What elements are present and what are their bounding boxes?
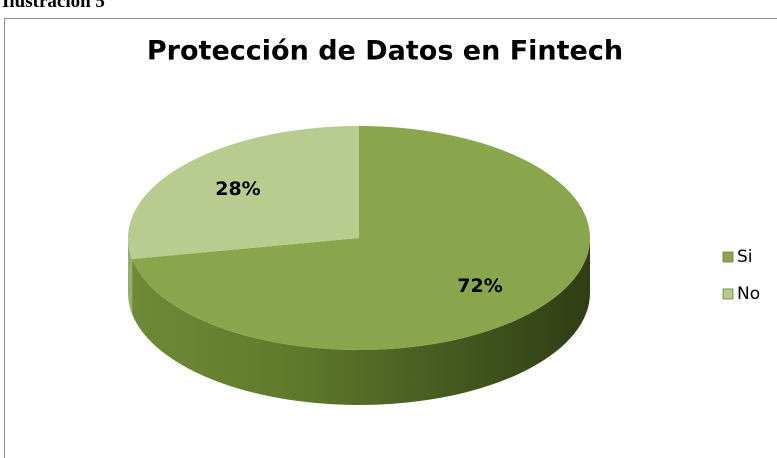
pie-side — [128, 238, 133, 314]
legend-label: No — [737, 284, 760, 304]
pie-side — [132, 238, 590, 405]
legend-swatch — [722, 251, 734, 263]
chart-title: Protección de Datos en Fintech — [147, 36, 623, 67]
caption: Ilustración 5 — [2, 0, 105, 12]
pie-slice — [132, 126, 590, 350]
legend-swatch — [722, 288, 734, 300]
legend-label: Si — [737, 247, 753, 267]
data-label: 28% — [215, 178, 260, 200]
data-label: 72% — [457, 275, 502, 297]
pie-slice — [127, 126, 359, 259]
